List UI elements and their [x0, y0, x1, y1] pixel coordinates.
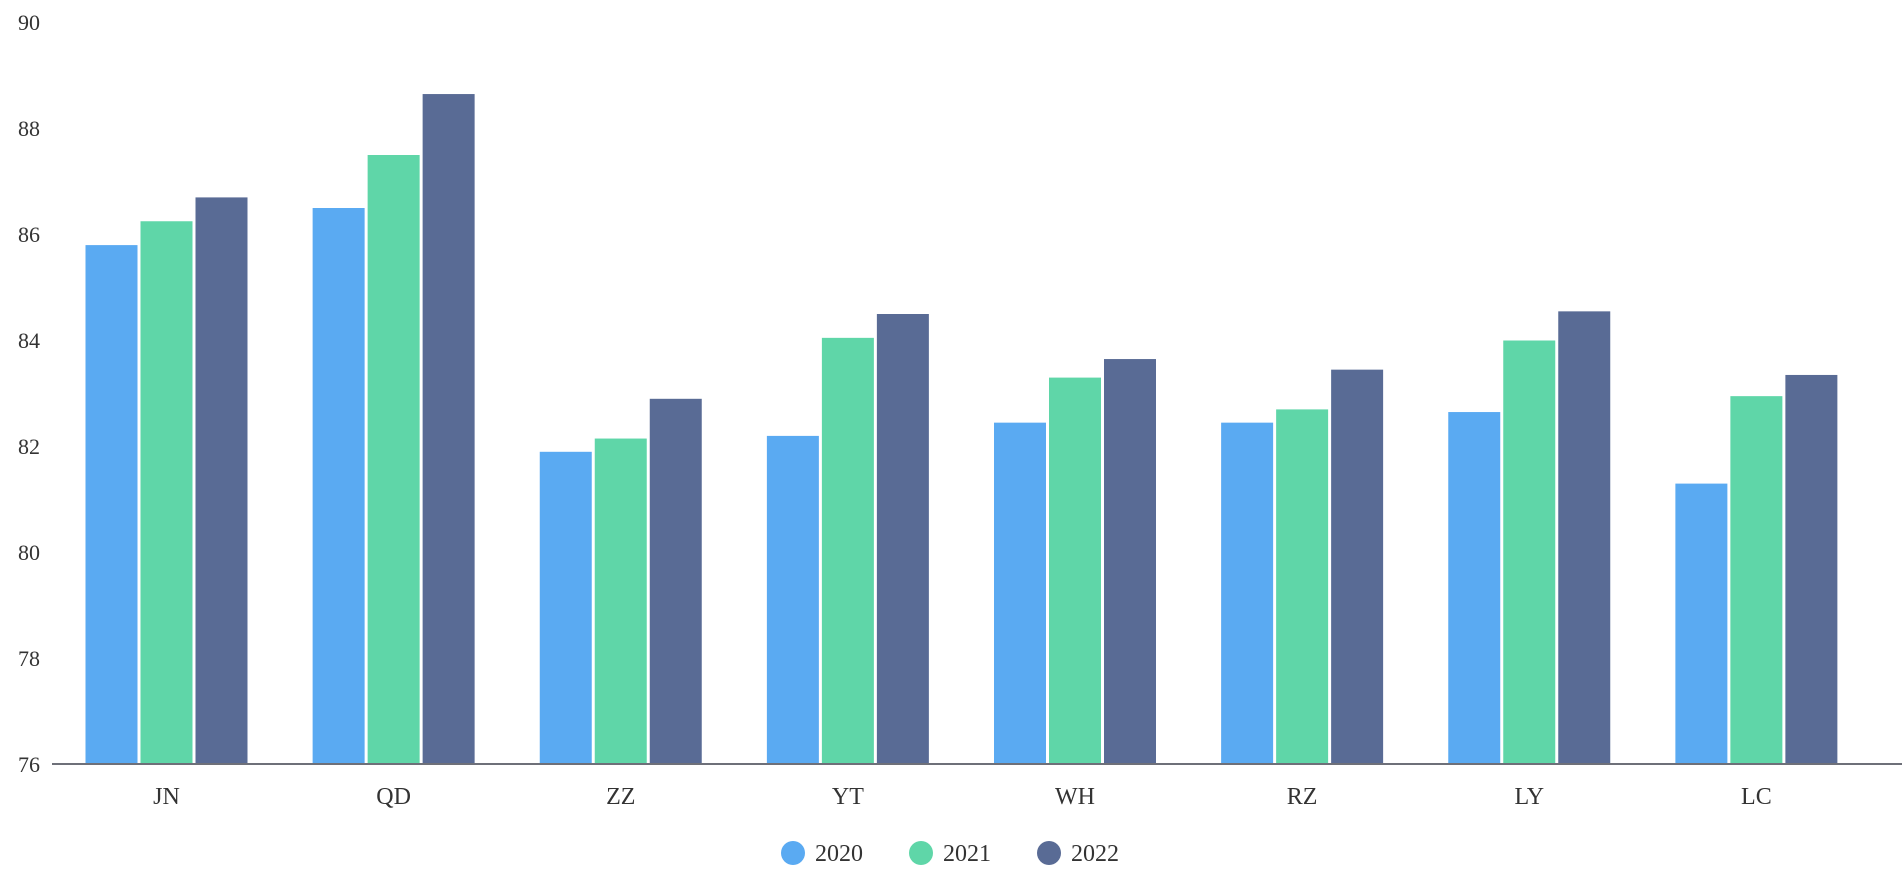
y-axis-ticks: 76 78 80 82 84 86 88 90	[18, 10, 40, 777]
bar-yt-2022[interactable]	[875, 313, 930, 765]
legend-marker	[1037, 841, 1061, 865]
x-tick-label: QD	[376, 784, 411, 810]
bar-wh-2021[interactable]	[1048, 376, 1102, 765]
bar-zz-2022[interactable]	[648, 397, 703, 765]
bar-ly-2021[interactable]	[1502, 339, 1557, 765]
legend-label: 2020	[815, 841, 863, 867]
legend-item-2022[interactable]: 2022	[1037, 841, 1119, 867]
bar-rz-2020[interactable]	[1220, 421, 1275, 765]
y-tick-label: 84	[18, 328, 40, 353]
bar-lc-2022[interactable]	[1784, 373, 1839, 765]
bar-yt-2020[interactable]	[765, 434, 820, 765]
legend-label: 2022	[1071, 841, 1119, 867]
bar-lc-2021[interactable]	[1729, 395, 1784, 765]
x-tick-label: YT	[832, 784, 864, 810]
bar-rz-2022[interactable]	[1330, 368, 1385, 765]
y-tick-label: 78	[18, 646, 40, 671]
bar-qd-2020[interactable]	[311, 207, 366, 765]
legend-item-2021[interactable]: 2021	[909, 841, 991, 867]
bar-lc-2020[interactable]	[1674, 482, 1729, 765]
x-tick-label: LC	[1741, 784, 1772, 810]
bars-group	[84, 93, 1839, 765]
x-tick-label: JN	[153, 784, 180, 810]
y-tick-label: 82	[18, 434, 40, 459]
x-tick-label: LY	[1514, 784, 1544, 810]
y-tick-label: 90	[18, 10, 40, 35]
bar-jn-2021[interactable]	[139, 220, 194, 765]
bar-jn-2022[interactable]	[194, 196, 249, 765]
bar-yt-2021[interactable]	[820, 336, 875, 765]
bar-qd-2022[interactable]	[421, 93, 476, 765]
bar-jn-2020[interactable]	[84, 244, 139, 765]
x-tick-label: RZ	[1287, 784, 1318, 810]
legend-marker	[909, 841, 933, 865]
y-tick-label: 76	[18, 752, 40, 777]
y-tick-label: 80	[18, 540, 40, 565]
bar-wh-2020[interactable]	[993, 421, 1047, 765]
y-tick-label: 88	[18, 116, 40, 141]
y-tick-label: 86	[18, 222, 40, 247]
bar-rz-2021[interactable]	[1275, 408, 1330, 765]
bar-zz-2020[interactable]	[538, 450, 593, 765]
legend-item-2020[interactable]: 2020	[781, 841, 863, 867]
x-axis-labels: JN QD ZZ YT WH RZ LY LC	[153, 784, 1772, 810]
bar-ly-2020[interactable]	[1447, 411, 1502, 765]
bar-wh-2022[interactable]	[1103, 358, 1157, 765]
bar-zz-2021[interactable]	[593, 437, 648, 765]
bar-ly-2022[interactable]	[1557, 310, 1612, 765]
legend-label: 2021	[943, 841, 991, 867]
x-tick-label: ZZ	[606, 784, 635, 810]
legend[interactable]: 2020 2021 2022	[781, 841, 1119, 867]
x-tick-label: WH	[1055, 784, 1095, 810]
legend-marker	[781, 841, 805, 865]
bar-qd-2021[interactable]	[366, 154, 421, 765]
